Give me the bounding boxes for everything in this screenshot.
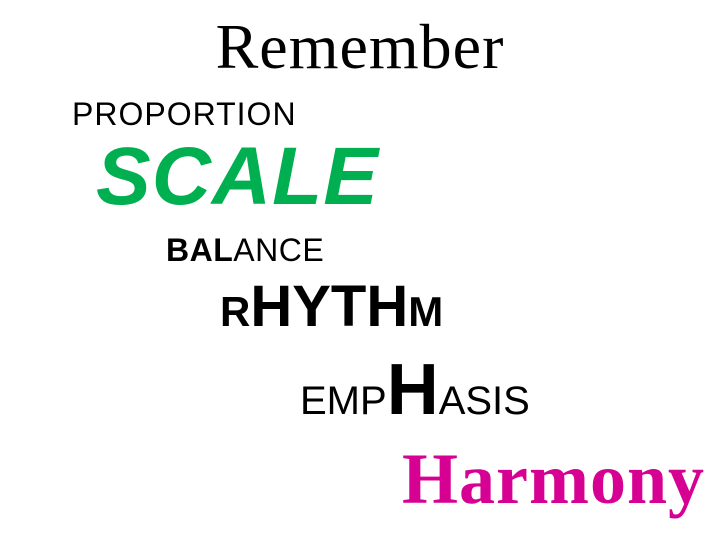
rhythm-big: HYTH — [250, 274, 408, 339]
word-balance: BALANCE — [166, 232, 324, 269]
emphasis-big-h: H — [387, 350, 439, 430]
title-remember: Remember — [0, 10, 720, 84]
word-emphasis: EMPHASIS — [300, 354, 530, 426]
emphasis-pre: EMP — [300, 379, 387, 423]
rhythm-small-1: R — [220, 288, 250, 335]
rhythm-small-2: M — [408, 288, 443, 335]
balance-bold-part: BAL — [166, 232, 233, 268]
emphasis-post: ASIS — [439, 379, 530, 423]
word-harmony: Harmony — [402, 438, 705, 521]
word-proportion: PROPORTION — [72, 96, 297, 133]
word-rhythm: RHYTHM — [220, 278, 443, 336]
slide: Remember PROPORTION SCALE BALANCE RHYTHM… — [0, 0, 720, 540]
word-scale: SCALE — [96, 130, 379, 224]
balance-rest-part: ANCE — [233, 232, 324, 268]
